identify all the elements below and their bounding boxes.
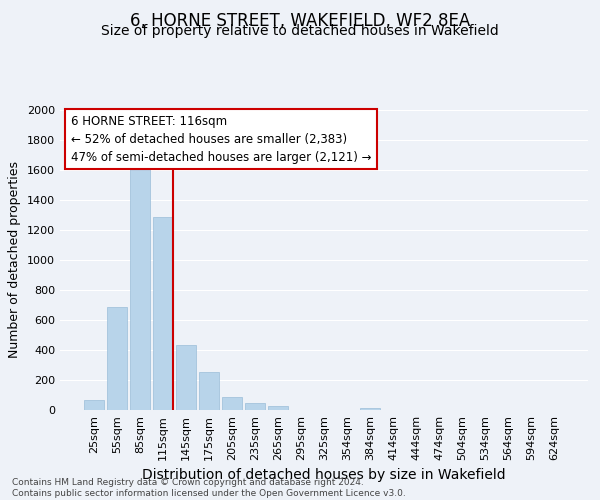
Bar — [130, 165, 149, 410]
Text: Contains HM Land Registry data © Crown copyright and database right 2024.
Contai: Contains HM Land Registry data © Crown c… — [12, 478, 406, 498]
Bar — [199, 372, 218, 410]
Bar — [222, 396, 242, 410]
Text: 6, HORNE STREET, WAKEFIELD, WF2 8EA: 6, HORNE STREET, WAKEFIELD, WF2 8EA — [130, 12, 470, 30]
Bar — [153, 217, 173, 410]
X-axis label: Distribution of detached houses by size in Wakefield: Distribution of detached houses by size … — [142, 468, 506, 482]
Bar — [107, 306, 127, 410]
Text: 6 HORNE STREET: 116sqm
← 52% of detached houses are smaller (2,383)
47% of semi-: 6 HORNE STREET: 116sqm ← 52% of detached… — [71, 114, 371, 164]
Bar — [360, 408, 380, 410]
Y-axis label: Number of detached properties: Number of detached properties — [8, 162, 22, 358]
Text: Size of property relative to detached houses in Wakefield: Size of property relative to detached ho… — [101, 24, 499, 38]
Bar — [245, 402, 265, 410]
Bar — [84, 400, 104, 410]
Bar — [268, 406, 288, 410]
Bar — [176, 345, 196, 410]
